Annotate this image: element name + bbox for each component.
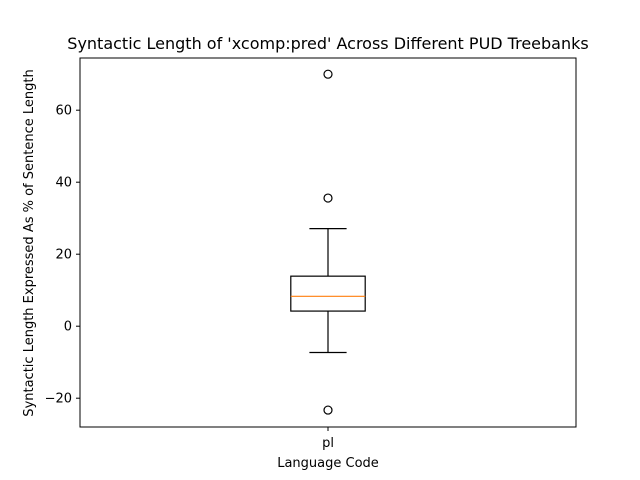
outlier-point bbox=[323, 405, 333, 415]
iqr-box bbox=[290, 275, 366, 312]
x-tick-label: pl bbox=[322, 436, 334, 451]
y-tick-label: 40 bbox=[55, 176, 72, 191]
outlier-point bbox=[323, 69, 333, 79]
y-axis-label: Syntactic Length Expressed As % of Sente… bbox=[22, 69, 37, 416]
chart-title: Syntactic Length of 'xcomp:pred' Across … bbox=[67, 34, 588, 53]
y-tick-label: 20 bbox=[55, 248, 72, 263]
x-axis-label: Language Code bbox=[277, 456, 379, 471]
y-tick-label: 0 bbox=[64, 320, 72, 335]
y-axis-ticks: −20 0 20 40 60 bbox=[45, 104, 80, 407]
box-plot-marks bbox=[290, 69, 366, 415]
outlier-point bbox=[323, 193, 333, 203]
box-pl bbox=[290, 69, 366, 415]
x-axis-ticks: pl bbox=[322, 427, 334, 451]
y-tick-label: −20 bbox=[45, 392, 72, 407]
y-tick-label: 60 bbox=[55, 104, 72, 119]
